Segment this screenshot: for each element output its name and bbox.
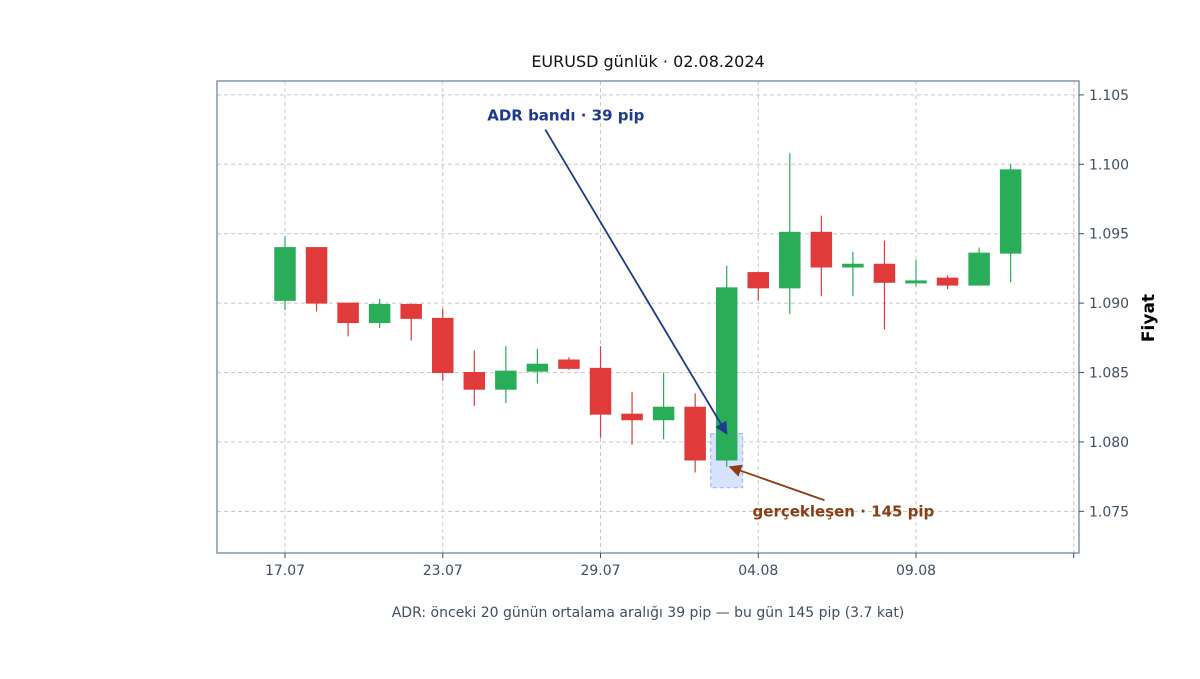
candle bbox=[432, 308, 454, 381]
candle bbox=[842, 251, 864, 297]
candle-body bbox=[621, 413, 643, 421]
x-tick-label: 29.07 bbox=[580, 563, 620, 579]
candle bbox=[684, 393, 706, 473]
y-tick-label: 1.105 bbox=[1089, 88, 1129, 104]
candle-body bbox=[999, 169, 1022, 254]
annotation-arrow-adr bbox=[544, 129, 728, 435]
chart-caption: ADR: önceki 20 günün ortalama aralığı 39… bbox=[392, 605, 905, 621]
candle bbox=[905, 260, 927, 287]
annotation-label-actual: gerçekleşen · 145 pip bbox=[753, 502, 935, 520]
candle bbox=[968, 247, 990, 286]
candle bbox=[274, 236, 296, 311]
candle-body bbox=[684, 406, 706, 461]
candle bbox=[463, 350, 486, 406]
y-tick-label: 1.080 bbox=[1089, 435, 1129, 451]
y-tick-label: 1.075 bbox=[1089, 504, 1129, 520]
candle-body bbox=[589, 367, 612, 415]
candle bbox=[368, 298, 391, 329]
y-tick-label: 1.085 bbox=[1089, 366, 1129, 382]
chart-title: EURUSD günlük · 02.08.2024 bbox=[531, 52, 764, 71]
candle-body bbox=[495, 370, 517, 390]
x-tick-label: 04.08 bbox=[738, 563, 778, 579]
plot-frame bbox=[216, 80, 1080, 554]
candle bbox=[779, 153, 801, 315]
candle-body bbox=[558, 359, 580, 369]
candle-body bbox=[810, 231, 833, 268]
annotation-label-adr: ADR bandı · 39 pip bbox=[487, 107, 644, 125]
candle-body bbox=[842, 263, 864, 268]
x-tick-label: 23.07 bbox=[423, 563, 463, 579]
candle-body bbox=[337, 302, 359, 324]
x-tick-label: 09.08 bbox=[896, 563, 936, 579]
y-tick-label: 1.090 bbox=[1089, 296, 1129, 312]
candle bbox=[400, 303, 422, 341]
candle bbox=[526, 348, 549, 384]
candle bbox=[495, 346, 517, 404]
y-axis-label: Fiyat bbox=[1139, 294, 1159, 342]
candle-body bbox=[400, 304, 422, 319]
axis-layer: 1.075 1.080 1.085 1.090 1.095 1.100 1.105 17.07… bbox=[216, 80, 1129, 579]
candle-body bbox=[905, 280, 927, 284]
candle bbox=[589, 346, 612, 438]
candle-body bbox=[526, 363, 549, 372]
candle bbox=[936, 275, 959, 290]
candle-body bbox=[873, 263, 896, 283]
candle bbox=[810, 215, 833, 297]
candle-body bbox=[747, 272, 769, 289]
candle bbox=[621, 391, 643, 445]
candle-body bbox=[305, 247, 328, 304]
candle-body bbox=[715, 287, 738, 461]
candle-body bbox=[968, 252, 990, 286]
candle-body bbox=[274, 247, 296, 301]
candle-body bbox=[432, 317, 454, 374]
candle bbox=[305, 247, 328, 312]
candle-body bbox=[779, 231, 801, 289]
candle bbox=[558, 357, 580, 370]
x-tick-label: 17.07 bbox=[265, 563, 305, 579]
candle bbox=[873, 240, 896, 330]
candle bbox=[999, 164, 1022, 283]
annotation-layer: ADR bandı · 39 pip gerçekleşen · 145 pip bbox=[487, 107, 934, 521]
candle-layer bbox=[274, 153, 1022, 473]
y-tick-label: 1.100 bbox=[1089, 157, 1129, 173]
candle-body bbox=[652, 406, 675, 421]
candle-body bbox=[463, 372, 486, 390]
candle bbox=[715, 265, 738, 467]
candle bbox=[337, 302, 359, 337]
candle-body bbox=[936, 277, 959, 286]
annotation-arrow-actual bbox=[728, 464, 825, 502]
candle bbox=[652, 372, 675, 440]
y-tick-label: 1.095 bbox=[1089, 227, 1129, 243]
candle-body bbox=[368, 304, 391, 324]
candle bbox=[747, 272, 769, 301]
